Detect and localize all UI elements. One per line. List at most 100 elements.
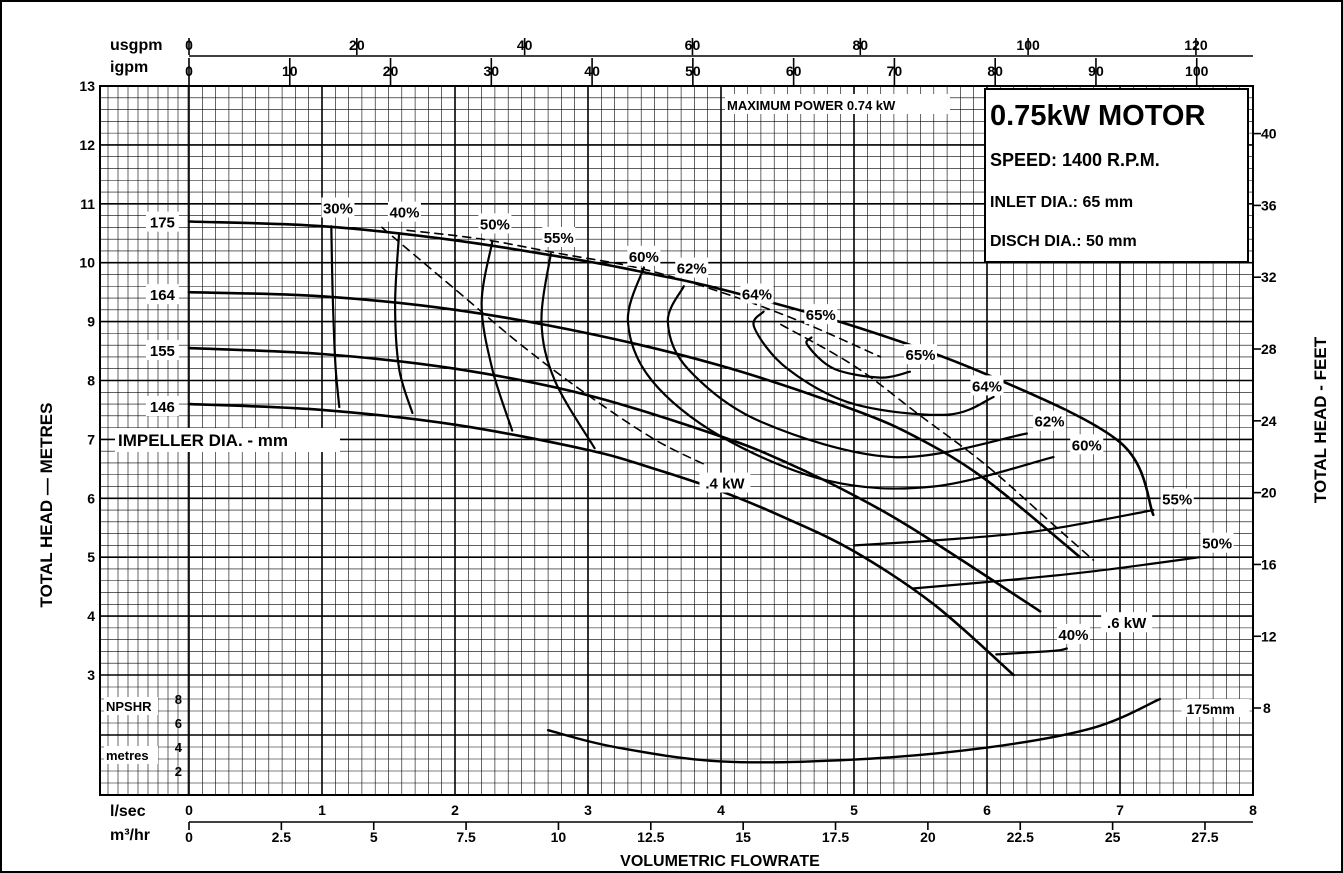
efficiency-tail-curve [995, 647, 1068, 656]
impeller-curve-155 [187, 346, 1042, 613]
igpm-tick-label: 20 [383, 63, 399, 79]
igpm-tick-label: 40 [584, 63, 600, 79]
curve-label-bg [321, 197, 355, 218]
head-ft-tick-label: 36 [1261, 197, 1277, 213]
head-ft-tick-label: 16 [1261, 556, 1277, 572]
curve-label-bg [804, 304, 838, 325]
igpm-tick-label: 80 [987, 63, 1003, 79]
impeller-label-bg [115, 428, 340, 452]
igpm-unit-label: igpm [110, 59, 148, 76]
usgpm-tick-label: 60 [685, 37, 701, 53]
disch-label: DISCH DIA.: 50 mm [990, 233, 1137, 250]
curve-label: 164 [150, 287, 176, 304]
head-ft-tick-label: 40 [1261, 126, 1277, 142]
npsh-tick-label: 2 [175, 764, 182, 779]
efficiency-tail-curve [912, 556, 1201, 590]
m3hr-tick-label: 17.5 [822, 829, 849, 845]
curve-label-bg [478, 213, 512, 234]
usgpm-unit-label: usgpm [110, 37, 162, 54]
curve-label-bg [970, 375, 1004, 396]
m3hr-tick-label: 2.5 [272, 829, 292, 845]
x-axis-title: VOLUMETRIC FLOWRATE [620, 853, 820, 870]
curve-label-bg [145, 284, 179, 305]
lsec-tick-label: 1 [318, 802, 326, 818]
usgpm-tick-label: 20 [349, 37, 365, 53]
head-ft-tick-label: 12 [1261, 628, 1277, 644]
head-m-tick-label: 5 [87, 549, 95, 565]
lsec-tick-label: 5 [850, 802, 858, 818]
curve-label: 40% [1058, 627, 1088, 644]
curve-label: 146 [150, 399, 175, 416]
lsec-tick-label: 4 [717, 802, 725, 818]
usgpm-tick-label: 80 [853, 37, 869, 53]
curve-label-bg [1056, 623, 1090, 644]
efficiency-curve [626, 266, 1055, 490]
curve-label-bg [699, 472, 751, 493]
m3hr-tick-label: 12.5 [637, 829, 664, 845]
npsh-units-bg [104, 746, 158, 764]
m3hr-unit-label: m³/hr [110, 827, 150, 844]
head-m-tick-label: 10 [79, 255, 95, 271]
m3hr-tick-label: 7.5 [456, 829, 476, 845]
curve-label-bg [145, 211, 179, 232]
npsh-tick-label: 6 [175, 716, 182, 731]
curve-label-bg [145, 396, 179, 417]
plot-frame [99, 85, 1254, 796]
head-ft-tick-label: 24 [1261, 413, 1277, 429]
m3hr-tick-label: 10 [551, 829, 567, 845]
npsh-ft-tick-label: 8 [1263, 700, 1271, 716]
lsec-tick-label: 0 [185, 802, 193, 818]
igpm-tick-label: 0 [185, 63, 193, 79]
m3hr-tick-label: 5 [370, 829, 378, 845]
efficiency-tail-curve [852, 509, 1155, 547]
max-power-bg [725, 94, 950, 114]
head-m-tick-label: 12 [79, 137, 95, 153]
igpm-tick-label: 30 [484, 63, 500, 79]
m3hr-tick-label: 20 [920, 829, 936, 845]
m3hr-tick-label: 27.5 [1191, 829, 1218, 845]
head-m-tick-label: 11 [80, 196, 95, 212]
curve-label: 175 [150, 215, 175, 232]
head-m-tick-label: 13 [79, 78, 95, 94]
curve-label-bg [904, 344, 937, 365]
usgpm-tick-label: 40 [517, 37, 533, 53]
head-m-tick-label: 6 [87, 490, 95, 506]
npsh-tick-label: 8 [175, 692, 182, 707]
lsec-tick-label: 2 [451, 802, 459, 818]
igpm-tick-label: 70 [887, 63, 903, 79]
speed-label: SPEED: 1400 R.P.M. [990, 150, 1160, 170]
npsh-units: metres [106, 748, 149, 763]
curve-label: 30% [323, 201, 353, 218]
labels-layer: 175mm 175 164 155 146 30% 40% 50% 55% 60% 62% 64% 65… [145, 197, 1250, 717]
curve-label: 155 [150, 343, 175, 360]
curve-label: 62% [1034, 414, 1064, 431]
curve-label: 55% [544, 230, 574, 247]
curve-label-bg [1070, 434, 1104, 455]
lsec-tick-label: 3 [584, 802, 592, 818]
npsh-curve-label: 175mm [1187, 701, 1235, 717]
efficiency-curve [480, 241, 514, 432]
efficiency-curve [540, 252, 596, 450]
curve-label-bg [387, 201, 421, 222]
inlet-label: INLET DIA.: 65 mm [990, 194, 1133, 211]
lsec-tick-label: 7 [1116, 802, 1124, 818]
curve-label-bg [542, 226, 576, 247]
curve-label-bg [1033, 410, 1067, 431]
head-ft-tick-label: 28 [1261, 341, 1277, 357]
igpm-tick-label: 60 [786, 63, 802, 79]
max-power-label: MAXIMUM POWER 0.74 kW [727, 98, 896, 113]
npsh-tick-label: 4 [175, 740, 183, 755]
igpm-tick-label: 50 [685, 63, 701, 79]
head-ft-tick-label: 32 [1261, 269, 1277, 285]
efficiency-curve [393, 232, 414, 414]
efficiency-curve [752, 310, 995, 416]
curve-label: 65% [806, 307, 836, 324]
lsec-tick-label: 6 [983, 802, 991, 818]
curve-label-bg [145, 340, 179, 361]
power-curve [381, 226, 709, 467]
impeller-curve-146 [187, 402, 1015, 677]
usgpm-tick-label: 0 [185, 37, 193, 53]
